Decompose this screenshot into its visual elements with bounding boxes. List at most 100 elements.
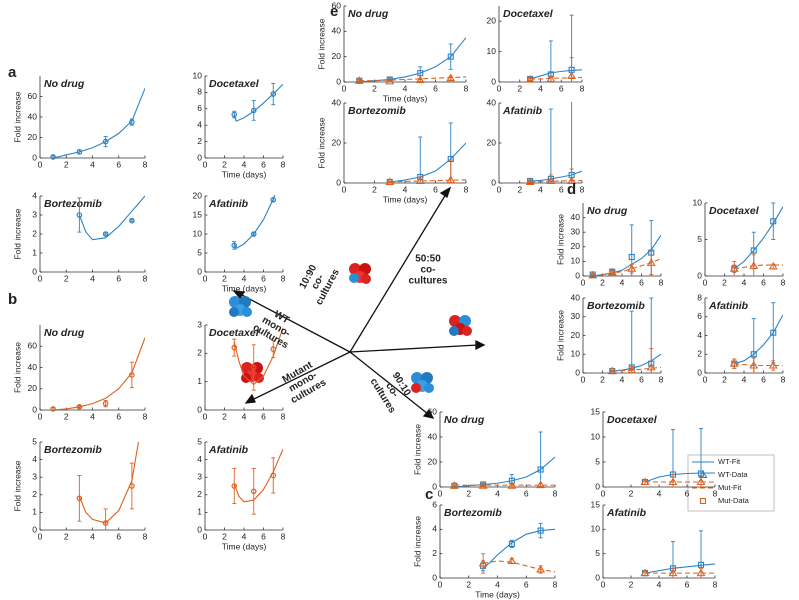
x-tick-label: 8 (713, 579, 718, 589)
x-tick-label: 0 (601, 579, 606, 589)
x-tick-label: 4 (620, 277, 625, 287)
data-point (536, 564, 546, 573)
x-tick-label: 0 (203, 411, 208, 421)
data-point (525, 74, 535, 83)
panel-title: No drug (444, 414, 485, 426)
x-tick-label: 2 (64, 273, 69, 283)
y-tick-label: 20 (487, 137, 497, 147)
panel-title: Afatinib (208, 198, 249, 210)
x-tick-label: 2 (64, 159, 69, 169)
data-point (129, 483, 135, 489)
data-point (129, 372, 135, 378)
x-tick-label: 4 (620, 374, 625, 384)
x-tick-label: 0 (342, 83, 347, 93)
x-tick-label: 8 (143, 159, 148, 169)
y-tick-label: 5 (595, 456, 600, 466)
y-tick-label: 5 (197, 247, 202, 257)
x-tick-label: 8 (464, 83, 469, 93)
y-tick-label: 2 (32, 228, 37, 238)
data-point (537, 527, 544, 534)
y-axis-label: Fold increase (316, 18, 326, 69)
fit-line (389, 142, 466, 183)
legend-label: Mut-Data (718, 496, 750, 505)
fit-line (482, 528, 555, 569)
data-point (447, 53, 454, 60)
y-tick-label: 4 (432, 524, 437, 534)
y-tick-label: 2 (697, 349, 702, 359)
x-tick-label: 6 (639, 277, 644, 287)
data-point (354, 76, 364, 84)
legend-label: Mut-Fit (718, 483, 742, 492)
y-tick-label: 3 (197, 471, 202, 481)
legend-label: WT-Data (718, 470, 748, 479)
y-tick-label: 2 (432, 548, 437, 558)
panel-title: No drug (44, 327, 85, 339)
data-point (697, 561, 705, 568)
panel-title: Docetaxel (503, 8, 554, 20)
fit-line (53, 337, 145, 410)
x-tick-label: 0 (703, 374, 708, 384)
fit-line (592, 257, 661, 276)
x-tick-label: 6 (433, 83, 438, 93)
y-tick-label: 10 (571, 256, 581, 266)
x-axis-label: Time (days) (222, 541, 267, 551)
x-tick-label: 6 (559, 184, 564, 194)
x-tick-label: 2 (64, 411, 69, 421)
x-tick-label: 4 (495, 488, 500, 498)
y-tick-label: 5 (32, 436, 37, 446)
data-point (102, 231, 109, 237)
data-point (525, 177, 535, 186)
data-point (536, 480, 546, 489)
y-tick-label: 20 (428, 456, 438, 466)
data-point (76, 404, 83, 410)
x-tick-label: 4 (403, 184, 408, 194)
x-tick-label: 0 (497, 184, 502, 194)
x-tick-label: 6 (261, 411, 266, 421)
data-point (385, 177, 395, 186)
legend-label: WT-Fit (718, 457, 741, 466)
panel-title: Bortezomib (44, 444, 102, 456)
y-tick-label: 2 (32, 489, 37, 499)
y-tick-label: 2 (197, 489, 202, 499)
y-tick-label: 0 (197, 524, 202, 534)
data-point (646, 362, 656, 371)
x-axis-label: Time (days) (383, 93, 428, 103)
legend-swatch (698, 470, 708, 479)
x-tick-label: 4 (90, 159, 95, 169)
diagram-label: 50:50 (415, 254, 441, 265)
panel: 0 2 4 6 8 0 20 40 60 No drug Fold increase (12, 76, 148, 169)
data-point (668, 477, 678, 486)
data-point (50, 154, 56, 160)
panel: 0 2 4 6 8 0 20 40 60 No drug Fold increase (12, 325, 148, 421)
x-tick-label: 8 (580, 184, 585, 194)
y-tick-label: 0 (575, 270, 580, 280)
y-axis-label: Fold increase (412, 516, 422, 567)
y-tick-label: 40 (332, 97, 342, 107)
panel-title: Bortezomib (348, 105, 406, 117)
y-tick-label: 0 (32, 524, 37, 534)
x-tick-label: 8 (580, 83, 585, 93)
x-axis-label: Time (days) (222, 283, 267, 293)
data-point (749, 360, 759, 369)
panel-title: Docetaxel (209, 327, 260, 339)
x-axis-label: Time (days) (475, 589, 520, 599)
y-tick-label: 2 (197, 348, 202, 358)
data-point (750, 247, 757, 254)
x-tick-label: 2 (372, 83, 377, 93)
data-point (646, 258, 656, 266)
data-point (270, 197, 277, 203)
data-point (270, 346, 277, 352)
y-axis-label: Fold increase (12, 208, 22, 259)
data-point (478, 558, 488, 567)
data-point (270, 472, 277, 479)
data-point (768, 360, 778, 369)
cell-icons (229, 263, 472, 393)
x-tick-label: 0 (342, 184, 347, 194)
y-tick-label: 30 (571, 226, 581, 236)
data-point (415, 75, 425, 84)
y-tick-label: 30 (571, 311, 581, 321)
x-tick-label: 4 (90, 273, 95, 283)
panel-title: Docetaxel (709, 205, 760, 217)
fit-line (52, 88, 145, 158)
